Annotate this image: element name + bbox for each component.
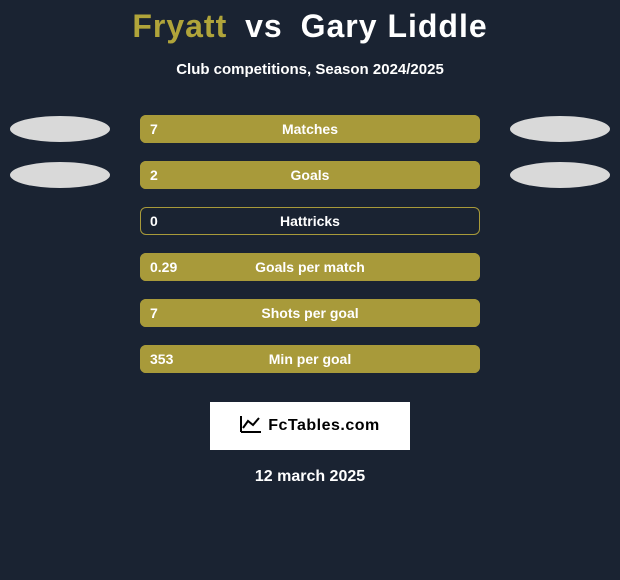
left-ellipse [10,162,110,188]
comparison-card: Fryatt vs Gary Liddle Club competitions,… [0,0,620,486]
stat-bar: 2 Goals [140,161,480,189]
stat-value: 0.29 [150,259,177,275]
stat-bar: 353 Min per goal [140,345,480,373]
stat-label: Hattricks [280,213,340,229]
stat-row: 7 Matches [0,106,620,152]
date: 12 march 2025 [0,468,620,486]
player2-name: Gary Liddle [301,8,488,44]
stat-row: 2 Goals [0,152,620,198]
logo-box: FcTables.com [210,402,410,450]
stat-bar: 7 Shots per goal [140,299,480,327]
stat-row: 0 Hattricks [0,198,620,244]
stat-label: Shots per goal [261,305,358,321]
stat-label: Goals per match [255,259,365,275]
subtitle: Club competitions, Season 2024/2025 [0,61,620,78]
stat-label: Goals [291,167,330,183]
player1-name: Fryatt [132,8,227,44]
stats-area: 7 Matches 2 Goals 0 Hattricks 0.29 Goals per ma… [0,106,620,382]
stat-label: Matches [282,121,338,137]
right-ellipse [510,116,610,142]
stat-value: 7 [150,305,158,321]
stat-label: Min per goal [269,351,351,367]
stat-value: 353 [150,351,173,367]
stat-bar: 0.29 Goals per match [140,253,480,281]
stat-bar: 0 Hattricks [140,207,480,235]
stat-row: 0.29 Goals per match [0,244,620,290]
logo-text: FcTables.com [268,417,380,435]
stat-value: 2 [150,167,158,183]
title: Fryatt vs Gary Liddle [0,8,620,45]
right-ellipse [510,162,610,188]
stat-value: 0 [150,213,158,229]
stat-row: 7 Shots per goal [0,290,620,336]
stat-value: 7 [150,121,158,137]
vs-text: vs [245,8,283,44]
stat-bar: 7 Matches [140,115,480,143]
stat-row: 353 Min per goal [0,336,620,382]
left-ellipse [10,116,110,142]
chart-icon [240,415,262,438]
